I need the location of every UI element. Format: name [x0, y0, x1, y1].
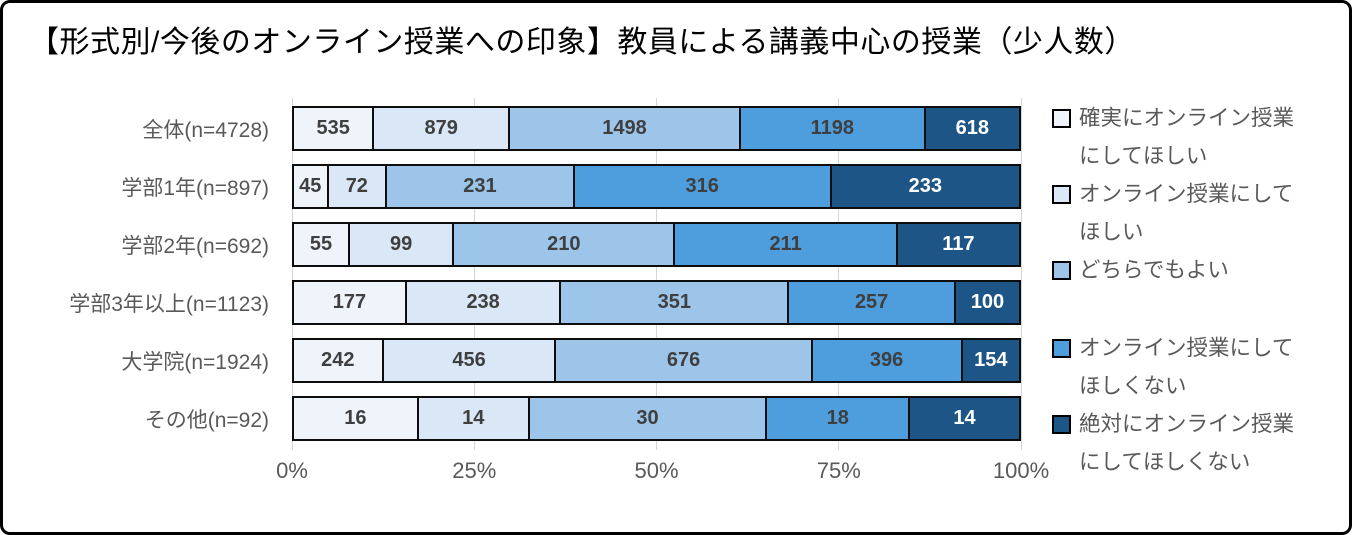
legend-swatch-icon — [1052, 109, 1071, 128]
bar-segment: 242 — [292, 338, 384, 383]
legend-item-label: オンライン授業にしてほしくない — [1079, 336, 1294, 398]
legend-item-label: 絶対にオンライン授業にしてほしくない — [1079, 412, 1295, 474]
bar-segment: 396 — [812, 338, 963, 383]
legend-item: オンライン授業にしてほしくない — [1052, 329, 1349, 405]
bars: 535 879 1498 1198 618 45 72 231 316 233 55 99 210 211… — [292, 106, 1021, 441]
legend-swatch-icon — [1052, 415, 1071, 434]
bar-segment: 14 — [910, 396, 1021, 441]
bar-segment: 257 — [789, 280, 957, 325]
bar-row: 55 99 210 211 117 — [292, 222, 1021, 267]
x-axis-tick-label: 25% — [452, 458, 497, 483]
x-axis-tick-label: 50% — [634, 458, 679, 483]
legend-swatch-icon — [1052, 261, 1071, 280]
bar-segment: 18 — [767, 396, 911, 441]
x-axis-tick-label: 100% — [992, 458, 1050, 483]
bar-row: 16 14 30 18 14 — [292, 396, 1021, 441]
legend-item-label: オンライン授業にしてほしい — [1079, 182, 1294, 244]
legend: 確実にオンライン授業にしてほしい オンライン授業にしてほしいどちらでもよいオンライ… — [1052, 99, 1349, 481]
bar-segment: 72 — [328, 164, 388, 209]
bar-row: 242 456 676 396 154 — [292, 338, 1021, 383]
bar-segment: 154 — [962, 338, 1021, 383]
bar-row: 177 238 351 257 100 — [292, 280, 1021, 325]
category-label: 全体(n=4728) — [142, 118, 269, 142]
bar-segment: 1198 — [740, 106, 926, 151]
legend-swatch-icon — [1052, 339, 1071, 358]
bar-segment: 535 — [292, 106, 375, 151]
category-label: 大学院(n=1924) — [121, 350, 269, 374]
category-label: 学部3年以上(n=1123) — [69, 292, 269, 316]
bar-segment: 1498 — [510, 106, 741, 151]
legend-item-label: 確実にオンライン授業にしてほしい — [1079, 106, 1295, 168]
legend-item: オンライン授業にしてほしい — [1052, 175, 1349, 251]
bar-segment: 55 — [292, 222, 350, 267]
bar-segment: 238 — [406, 280, 562, 325]
bar-segment: 210 — [454, 222, 676, 267]
bar-row: 45 72 231 316 233 — [292, 164, 1021, 209]
chart-title: 【形式別/今後のオンライン授業への印象】教員による講義中心の授業（少人数） — [29, 26, 1135, 59]
legend-item: 確実にオンライン授業にしてほしい — [1052, 99, 1349, 175]
legend-item: 絶対にオンライン授業にしてほしくない — [1052, 405, 1349, 481]
x-axis: 0% 25% 50% 75% 100% — [276, 458, 1049, 486]
bar-segment: 117 — [897, 222, 1021, 267]
bar-segment: 14 — [418, 396, 530, 441]
bar-segment: 316 — [574, 164, 832, 209]
bar-segment: 618 — [925, 106, 1021, 151]
category-labels: 全体(n=4728) 学部1年(n=897) 学部2年(n=692) 学部3年以上(n… — [3, 106, 280, 454]
legend-item-label: どちらでもよい — [1079, 258, 1229, 282]
bar-segment: 879 — [374, 106, 510, 151]
plot-area: 535 879 1498 1198 618 45 72 231 316 233 55 99 210 211… — [291, 98, 1022, 454]
x-axis-tick-label: 75% — [816, 458, 861, 483]
bar-segment: 30 — [529, 396, 768, 441]
category-label: 学部2年(n=692) — [121, 234, 269, 258]
bar-segment: 231 — [387, 164, 575, 209]
bar-segment: 99 — [349, 222, 455, 267]
category-label: その他(n=92) — [144, 408, 269, 432]
bar-segment: 211 — [675, 222, 898, 267]
bar-segment: 351 — [561, 280, 790, 325]
bar-segment: 100 — [956, 280, 1021, 325]
bar-segment: 676 — [556, 338, 813, 383]
x-axis-tick-label: 0% — [276, 458, 308, 483]
legend-swatch-icon — [1052, 185, 1071, 204]
bar-segment: 45 — [292, 164, 329, 209]
bar-segment: 456 — [383, 338, 557, 383]
category-label: 学部1年(n=897) — [121, 176, 269, 200]
bar-segment: 16 — [292, 396, 419, 441]
legend-item: どちらでもよい — [1052, 251, 1349, 289]
bar-row: 535 879 1498 1198 618 — [292, 106, 1021, 151]
bar-segment: 177 — [292, 280, 407, 325]
bar-segment: 233 — [831, 164, 1021, 209]
